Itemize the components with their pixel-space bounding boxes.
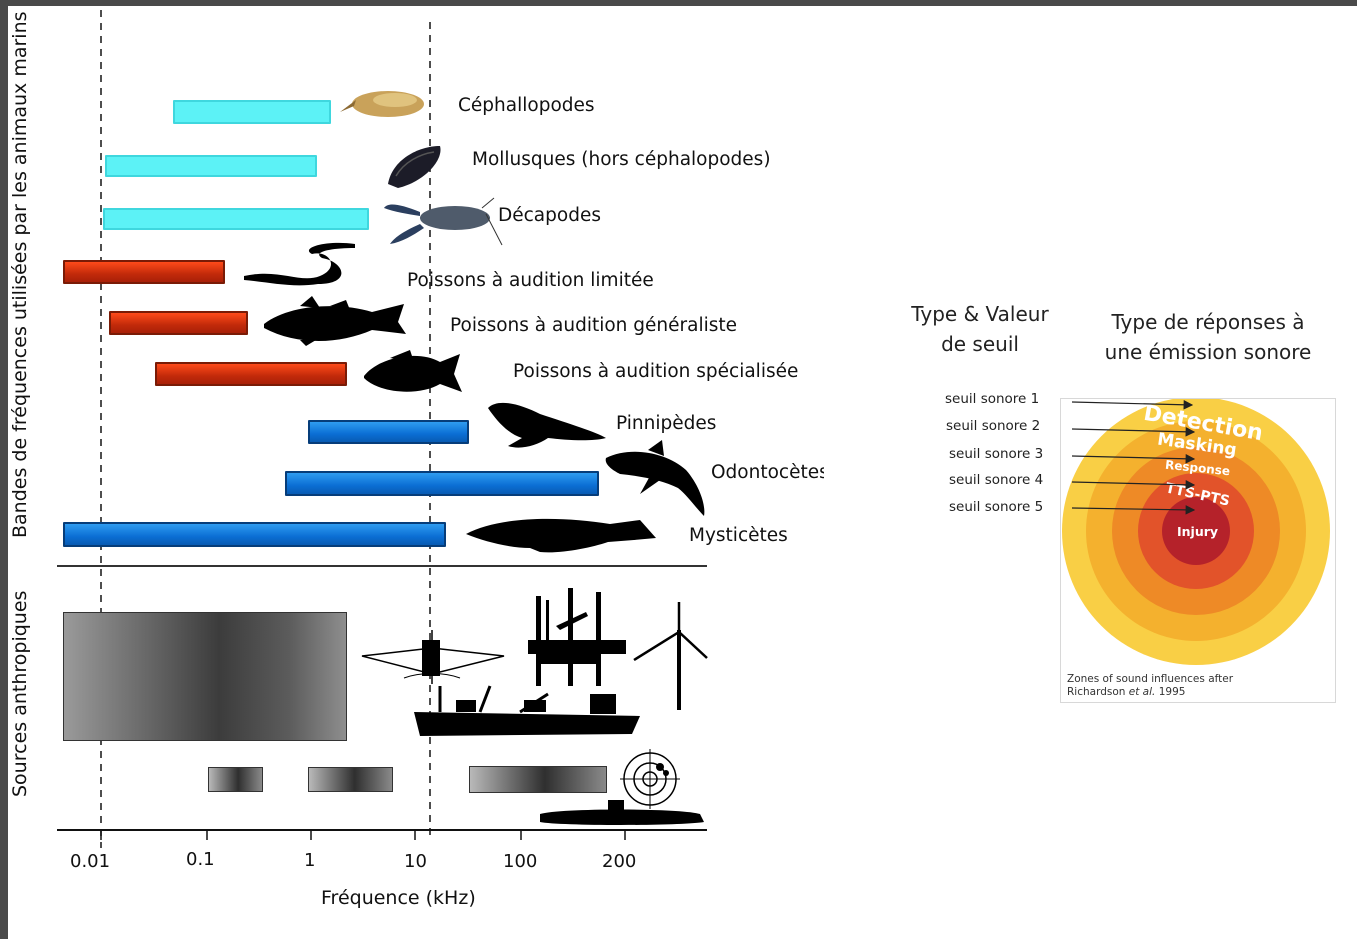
source-band-sonar [469,766,607,793]
band-pinnipedes [308,420,469,444]
threshold-arrow-3 [1071,453,1196,464]
band-mollusques [105,155,317,177]
band-poissons-generaliste [109,311,248,335]
lobster-icon [384,197,503,246]
caption-etal: et al. [1128,686,1156,698]
label-poissons-limitee: Poissons à audition limitée [407,270,654,291]
label-cephalopodes: Céphallopodes [458,95,595,116]
zone-injury-ring [1162,497,1230,565]
band-decapodes [103,208,369,230]
trawler-net-icon [361,630,505,684]
label-mollusques: Mollusques (hors céphalopodes) [472,149,771,170]
source-band-small-2 [308,767,393,792]
band-poissons-specialisee [155,362,347,386]
threshold-arrow-5 [1071,505,1196,515]
left-frame-bar [0,0,8,939]
header-threshold-line2: de seuil [941,332,1019,356]
threshold-arrows [1071,399,1196,515]
threshold-arrow-1 [1071,399,1194,410]
x-tick-label: 1 [304,850,316,871]
source-band-broad [63,612,347,741]
seal-icon [488,402,606,448]
x-axis-title: Fréquence (kHz) [321,887,476,909]
source-silhouettes [361,588,708,825]
zone-injury-label: Injury [1177,524,1219,539]
x-tick-label: 0.1 [186,849,215,870]
sonar-target-icon [620,749,680,809]
x-tick-label: 200 [602,851,637,872]
threshold-label: seuil sonore 4 [949,472,1044,488]
cuttlefish-icon [340,91,424,117]
label-decapodes: Décapodes [498,205,601,226]
oil-platform-icon [528,588,626,686]
header-response-line1: Type de réponses à [1111,310,1305,334]
cod-icon [264,296,406,346]
band-cephalopodes [173,100,331,124]
threshold-label: seuil sonore 3 [949,446,1044,462]
mussel-icon [388,146,441,188]
band-mysticetes [63,522,446,547]
label-odontocetes: Odontocètes [711,462,824,483]
header-response-type: Type de réponses à une émission sonore [1090,307,1326,367]
label-poissons-specialisee: Poissons à audition spécialisée [513,361,799,382]
threshold-label: seuil sonore 5 [949,499,1044,515]
caption-line1: Zones of sound influences after [1067,673,1234,685]
wind-turbine-icon [633,602,708,710]
carp-icon [364,350,462,392]
zones-rings [1062,399,1330,665]
threshold-arrow-4 [1071,479,1196,490]
dolphin-icon [605,440,705,516]
x-tick-label: 10 [404,851,427,872]
eel-icon [244,242,355,286]
zones-caption: Zones of sound influences after Richards… [1067,673,1233,699]
whale-icon [466,518,656,553]
label-mysticetes: Mysticètes [689,525,788,546]
zones-of-influence-panel: Detection Masking Response TTS-PTS Injur… [1060,398,1336,703]
x-tick-label: 100 [503,851,538,872]
label-pinnipedes: Pinnipèdes [616,413,717,434]
threshold-label: seuil sonore 1 [945,391,1040,407]
submarine-icon [540,800,704,825]
band-poissons-limitee [63,260,225,284]
cargo-ship-icon [414,685,640,736]
label-poissons-generaliste: Poissons à audition généraliste [450,315,738,336]
header-response-line2: une émission sonore [1104,340,1312,364]
top-frame-bar [0,0,1357,6]
source-band-small-1 [208,767,263,792]
caption-author: Richardson [1067,686,1129,698]
animal-silhouettes [244,91,705,553]
caption-line2: Richardson et al. 1995 [1067,686,1233,699]
threshold-arrow-2 [1071,426,1196,437]
caption-year: 1995 [1155,686,1186,698]
header-threshold-line1: Type & Valeur [911,302,1049,326]
x-tick-label: 0.01 [70,851,111,872]
threshold-label: seuil sonore 2 [946,418,1041,434]
band-odontocetes [285,471,599,496]
header-threshold-type: Type & Valeur de seuil [895,299,1065,359]
